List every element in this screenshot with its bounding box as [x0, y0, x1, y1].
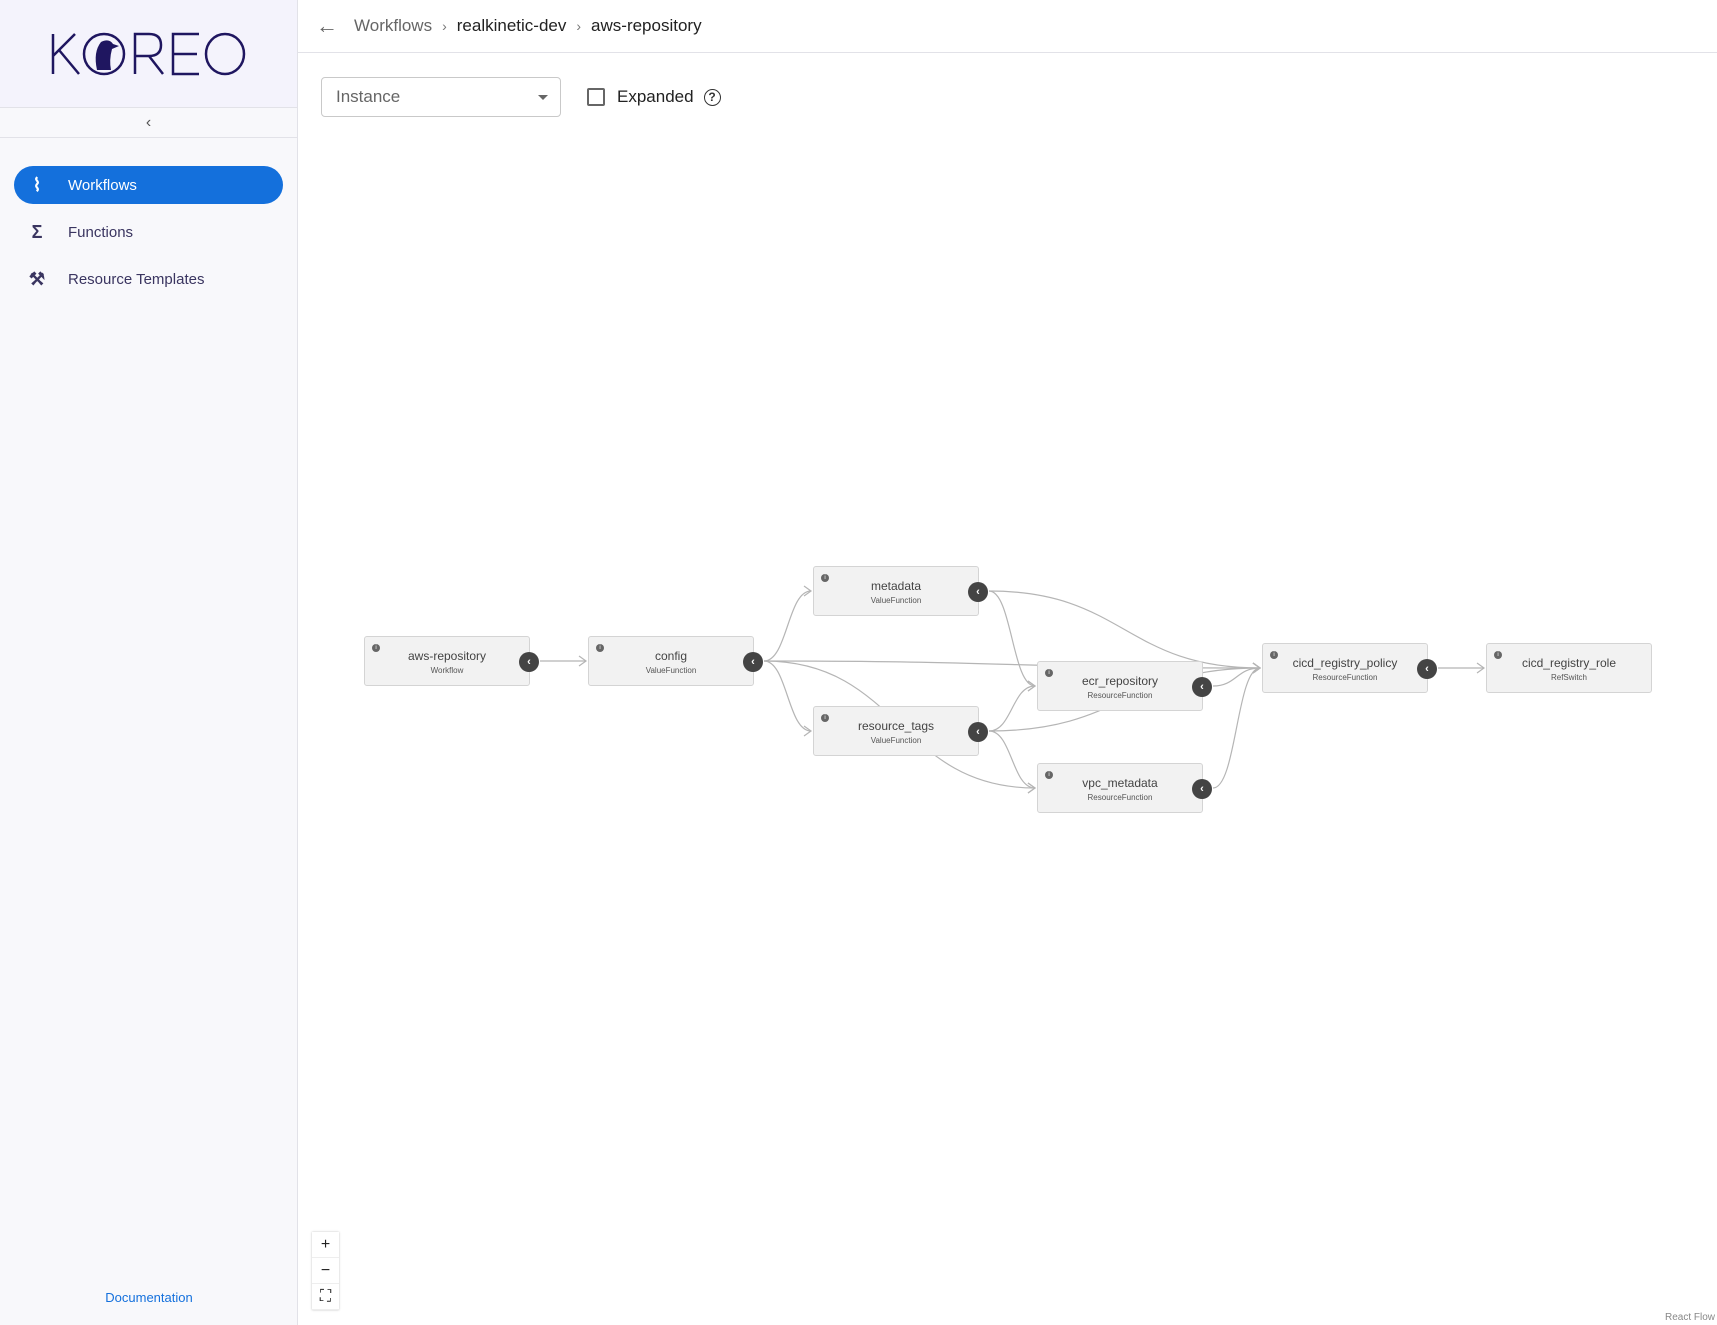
react-flow-attribution[interactable]: React Flow	[1664, 1312, 1715, 1323]
collapse-sidebar-button[interactable]: ‹	[0, 108, 297, 138]
collapse-node-chevron-icon[interactable]: ‹	[968, 722, 988, 742]
caret-down-icon	[538, 94, 548, 100]
sidebar-item-label: Resource Templates	[68, 270, 205, 288]
graph-node-ecr-repository[interactable]: i ecr_repository ResourceFunction ‹	[1037, 661, 1212, 711]
graph-node-cicd-registry-policy[interactable]: i cicd_registry_policy ResourceFunction …	[1262, 643, 1437, 693]
fit-view-button[interactable]: ⛶	[312, 1284, 339, 1310]
breadcrumb: ← Workflows › realkinetic-dev › aws-repo…	[298, 0, 1717, 53]
node-type: ResourceFunction	[1312, 673, 1378, 682]
chevron-right-icon: ›	[442, 18, 447, 34]
graph-edge	[988, 590, 1261, 669]
graph-edge	[1212, 667, 1261, 789]
collapse-node-chevron-icon[interactable]: ‹	[1417, 659, 1437, 679]
node-type: ValueFunction	[645, 666, 697, 675]
expanded-checkbox[interactable]	[587, 88, 605, 106]
graph-node-metadata[interactable]: i metadata ValueFunction ‹	[813, 566, 988, 616]
node-type: Workflow	[430, 666, 464, 675]
edge-arrow-icon	[578, 655, 588, 667]
expanded-label: Expanded	[617, 87, 694, 106]
edge-arrow-icon	[803, 725, 813, 737]
flow-controls: + − ⛶	[312, 1232, 339, 1310]
graph-edge	[763, 590, 812, 662]
chevron-left-icon: ‹	[145, 113, 152, 131]
collapse-node-chevron-icon[interactable]: ‹	[743, 652, 763, 672]
back-arrow-icon[interactable]: ←	[316, 13, 338, 38]
edge-arrow-icon	[1252, 662, 1262, 674]
zoom-in-button[interactable]: +	[312, 1232, 339, 1258]
graph-node-config[interactable]: i config ValueFunction ‹	[588, 636, 763, 686]
edge-arrow-icon	[803, 585, 813, 597]
graph-edge	[763, 660, 812, 732]
sidebar-item-functions[interactable]: Σ Functions	[14, 213, 283, 251]
workflow-graph-edges	[539, 585, 1486, 794]
breadcrumb-workflows[interactable]: Workflows	[354, 16, 433, 35]
node-label: cicd_registry_policy	[1292, 656, 1398, 670]
graph-node-resource-tags[interactable]: i resource_tags ValueFunction ‹	[813, 706, 988, 756]
graph-edge	[988, 590, 1036, 687]
zoom-out-button[interactable]: −	[312, 1258, 339, 1284]
graph-node-cicd-registry-role[interactable]: i cicd_registry_role RefSwitch	[1486, 643, 1652, 693]
node-label: cicd_registry_role	[1521, 656, 1617, 670]
collapse-node-chevron-icon[interactable]: ‹	[1192, 677, 1212, 697]
workflow-icon: ⌇	[32, 174, 42, 195]
breadcrumb-namespace[interactable]: realkinetic-dev	[456, 16, 567, 35]
node-label: ecr_repository	[1081, 674, 1159, 688]
collapse-node-chevron-icon[interactable]: ‹	[519, 652, 539, 672]
info-icon[interactable]: i	[1494, 651, 1502, 659]
sigma-icon: Σ	[31, 221, 43, 242]
tools-icon: ⚒	[28, 268, 46, 289]
collapse-node-chevron-icon[interactable]: ‹	[1192, 779, 1212, 799]
help-icon[interactable]: ?	[703, 88, 721, 106]
graph-node-aws-repository[interactable]: i aws-repository Workflow ‹	[364, 636, 539, 686]
graph-edge	[988, 685, 1036, 732]
koreo-logo	[0, 0, 297, 108]
info-icon[interactable]: i	[1045, 669, 1053, 677]
node-type: RefSwitch	[1550, 673, 1587, 682]
node-type: ResourceFunction	[1087, 691, 1153, 700]
breadcrumb-current: aws-repository	[591, 16, 702, 35]
graph-edge	[1212, 667, 1261, 687]
sidebar: ‹ ⌇ Workflows Σ Functions ⚒ Resource Tem…	[0, 0, 298, 1325]
sidebar-item-workflows[interactable]: ⌇ Workflows	[14, 166, 283, 204]
info-icon[interactable]: i	[372, 644, 380, 652]
documentation-link[interactable]: Documentation	[105, 1290, 193, 1305]
node-label: metadata	[870, 579, 922, 593]
node-label: aws-repository	[407, 649, 487, 663]
instance-select-placeholder: Instance	[336, 87, 401, 106]
graph-node-vpc-metadata[interactable]: i vpc_metadata ResourceFunction ‹	[1037, 763, 1212, 813]
edge-arrow-icon	[1027, 782, 1037, 794]
instance-select[interactable]: Instance	[321, 77, 561, 117]
info-icon[interactable]: i	[821, 574, 829, 582]
sidebar-item-resource-templates[interactable]: ⚒ Resource Templates	[14, 260, 283, 298]
collapse-node-chevron-icon[interactable]: ‹	[968, 582, 988, 602]
node-label: resource_tags	[857, 719, 935, 733]
node-label: vpc_metadata	[1082, 776, 1158, 790]
sidebar-item-label: Functions	[68, 223, 134, 241]
info-icon[interactable]: i	[596, 644, 604, 652]
edge-arrow-icon	[1476, 662, 1486, 674]
graph-edge	[988, 730, 1036, 789]
sidebar-item-label: Workflows	[68, 176, 137, 194]
node-type: ValueFunction	[870, 596, 922, 605]
info-icon[interactable]: i	[1045, 771, 1053, 779]
node-type: ResourceFunction	[1087, 793, 1153, 802]
info-icon[interactable]: i	[821, 714, 829, 722]
edge-arrow-icon	[1027, 680, 1037, 692]
info-icon[interactable]: i	[1270, 651, 1278, 659]
node-label: config	[654, 649, 688, 663]
chevron-right-icon: ›	[576, 18, 582, 34]
node-type: ValueFunction	[870, 736, 922, 745]
